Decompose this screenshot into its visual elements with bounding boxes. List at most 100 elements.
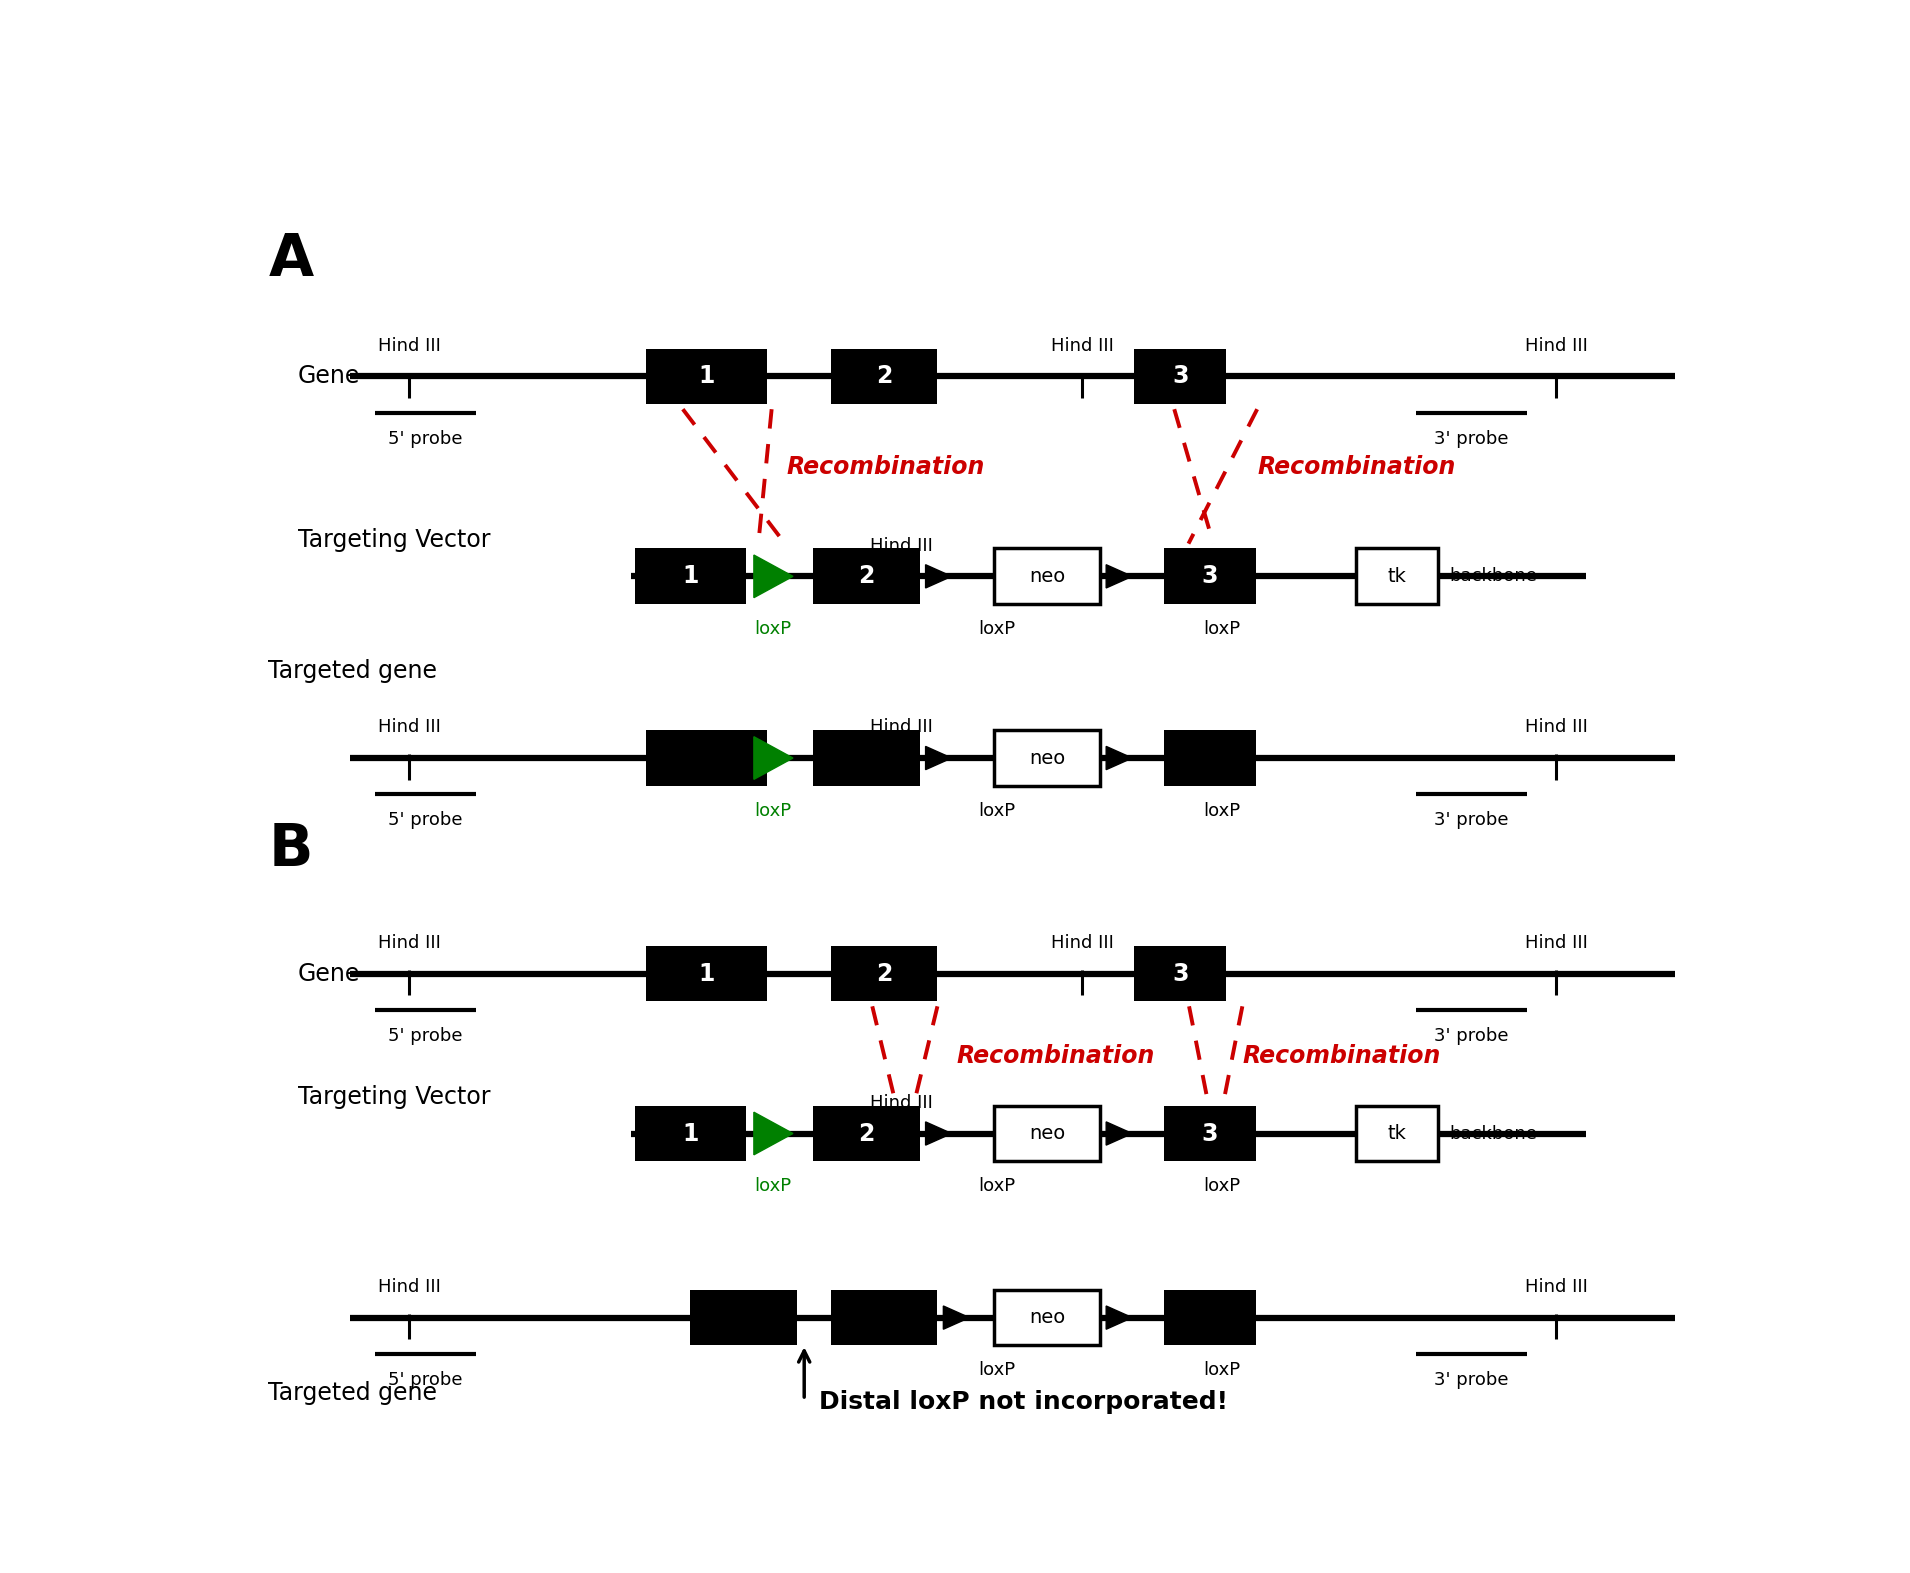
Text: Gene: Gene [298,961,361,986]
Bar [1135,349,1226,404]
Text: 1: 1 [682,1122,699,1145]
Polygon shape [754,736,793,779]
Text: Hind III: Hind III [871,1093,934,1112]
Text: Hind III: Hind III [1524,337,1587,354]
Text: Targeting Vector: Targeting Vector [298,529,491,552]
Text: 5' probe: 5' probe [388,1372,462,1389]
Bar [636,1106,747,1161]
Bar [646,730,768,786]
Bar [646,349,768,404]
Bar [993,549,1100,604]
Text: Targeted gene: Targeted gene [267,1381,437,1405]
Text: loxP: loxP [978,802,1016,820]
Text: 2: 2 [877,961,892,986]
Polygon shape [926,1122,951,1145]
Bar [690,1290,796,1345]
Text: backbone: backbone [1450,1125,1538,1142]
Text: backbone: backbone [1450,568,1538,585]
Polygon shape [754,555,793,598]
Text: 3' probe: 3' probe [1434,812,1509,829]
Text: Hind III: Hind III [1524,934,1587,952]
Polygon shape [1106,565,1133,588]
Bar [831,1290,938,1345]
Bar [993,1106,1100,1161]
Text: neo: neo [1029,749,1066,768]
Text: 2: 2 [858,565,875,588]
Text: B: B [267,821,313,878]
Text: Hind III: Hind III [1050,934,1114,952]
Bar [993,730,1100,786]
Text: 3: 3 [1201,1122,1219,1145]
Text: 5' probe: 5' probe [388,812,462,829]
Text: Recombination: Recombination [1242,1044,1440,1068]
Text: loxP: loxP [978,1361,1016,1380]
Text: A: A [267,231,313,288]
Bar [1135,945,1226,1002]
Text: neo: neo [1029,1309,1066,1328]
Bar [1356,549,1438,604]
Text: Hind III: Hind III [1524,719,1587,736]
Text: Hind III: Hind III [871,719,934,736]
Bar [646,945,768,1002]
Text: 3: 3 [1173,961,1188,986]
Bar [831,945,938,1002]
Text: tk: tk [1387,1125,1406,1144]
Text: Gene: Gene [298,365,361,389]
Text: 5' probe: 5' probe [388,1027,462,1044]
Text: Distal loxP not incorporated!: Distal loxP not incorporated! [819,1391,1228,1414]
Bar [636,549,747,604]
Text: loxP: loxP [1203,620,1240,639]
Text: loxP: loxP [1203,1177,1240,1195]
Text: loxP: loxP [1203,1361,1240,1380]
Text: tk: tk [1387,566,1406,585]
Bar [1356,1106,1438,1161]
Text: 3' probe: 3' probe [1434,429,1509,448]
Text: 3: 3 [1201,565,1219,588]
Bar [814,730,921,786]
Bar [1163,1106,1255,1161]
Text: 1: 1 [699,365,714,389]
Text: 3: 3 [1173,365,1188,389]
Bar [814,549,921,604]
Text: 3' probe: 3' probe [1434,1027,1509,1044]
Text: Recombination: Recombination [1257,455,1455,480]
Text: Hind III: Hind III [378,337,441,354]
Text: loxP: loxP [754,620,791,639]
Polygon shape [754,1112,793,1155]
Text: 1: 1 [682,565,699,588]
Polygon shape [1106,1122,1133,1145]
Text: neo: neo [1029,1125,1066,1144]
Text: Targeting Vector: Targeting Vector [298,1085,491,1109]
Text: loxP: loxP [978,620,1016,639]
Polygon shape [926,565,951,588]
Text: Hind III: Hind III [378,934,441,952]
Text: 5' probe: 5' probe [388,429,462,448]
Text: Hind III: Hind III [378,1277,441,1296]
Text: loxP: loxP [754,1177,791,1195]
Bar [1163,549,1255,604]
Polygon shape [1106,747,1133,769]
Bar [993,1290,1100,1345]
Bar [831,349,938,404]
Text: Hind III: Hind III [871,536,934,555]
Polygon shape [1106,1306,1133,1329]
Text: Hind III: Hind III [1050,337,1114,354]
Bar [814,1106,921,1161]
Text: 3' probe: 3' probe [1434,1372,1509,1389]
Text: Targeted gene: Targeted gene [267,659,437,683]
Text: 2: 2 [877,365,892,389]
Text: 1: 1 [699,961,714,986]
Text: Hind III: Hind III [378,719,441,736]
Text: loxP: loxP [1203,802,1240,820]
Text: Hind III: Hind III [1524,1277,1587,1296]
Bar [1163,730,1255,786]
Polygon shape [926,747,951,769]
Text: neo: neo [1029,566,1066,585]
Text: Recombination: Recombination [787,455,986,480]
Bar [1163,1290,1255,1345]
Text: 2: 2 [858,1122,875,1145]
Polygon shape [944,1306,970,1329]
Text: loxP: loxP [754,802,791,820]
Text: Recombination: Recombination [957,1044,1156,1068]
Text: loxP: loxP [978,1177,1016,1195]
